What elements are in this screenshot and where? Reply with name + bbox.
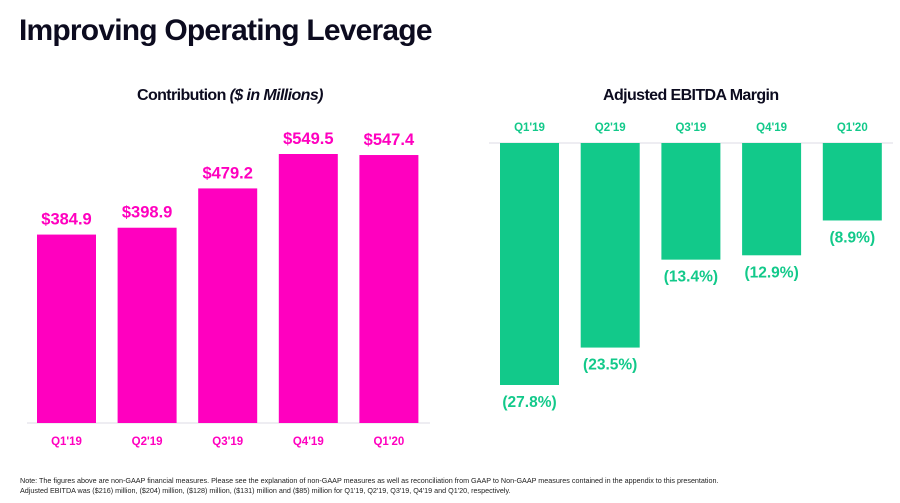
bar-Q1-20 [822,143,882,221]
x-tick-label: Q4'19 [293,436,324,448]
x-tick-label: Q2'19 [595,122,626,134]
contribution-chart-title: Contribution ($ in Millions) [137,87,323,105]
contribution-chart: $384.9 Q1'19 $398.9 Q2'19 $479.2 Q3'19 $549.5 Q… [27,130,430,448]
data-label: $549.5 [283,130,333,148]
page-title: Improving Operating Leverage [19,14,433,47]
data-label: (23.5%) [583,357,637,374]
x-tick-label: Q1'19 [514,122,545,134]
ebitda-margin-chart: (27.8%) Q1'19 (23.5%) Q2'19 (13.4%) Q3'19 (12.… [489,122,893,411]
bar-Q1-19 [37,234,96,423]
data-label: $398.9 [122,204,172,222]
x-tick-label: Q3'19 [212,436,243,448]
data-label: (8.9%) [829,229,875,246]
x-tick-label: Q1'19 [51,436,82,448]
data-label: (12.9%) [744,264,798,281]
data-label: $547.4 [364,131,415,149]
bar-Q2-19 [117,227,177,423]
x-tick-label: Q4'19 [756,122,787,134]
data-label: (27.8%) [502,394,556,411]
x-tick-label: Q1'20 [837,122,868,134]
x-tick-label: Q1'20 [373,436,404,448]
contribution-subtitle-text: ($ in Millions) [229,87,324,104]
bar-Q3-19 [661,143,721,260]
x-tick-label: Q3'19 [675,122,706,134]
ebitda-chart-title: Adjusted EBITDA Margin [603,87,779,104]
data-label: $479.2 [202,164,252,182]
bar-Q1-19 [500,143,559,385]
bar-Q1-20 [359,155,419,424]
bar-Q3-19 [198,188,258,423]
contribution-title-text: Contribution [137,87,226,104]
bar-Q4-19 [742,143,802,256]
bar-Q4-19 [278,154,338,423]
x-tick-label: Q2'19 [132,436,163,448]
bar-Q2-19 [580,143,640,348]
data-label: $384.9 [41,211,91,229]
data-label: (13.4%) [664,269,718,286]
footnote: Note: The figures above are non-GAAP fin… [20,476,719,496]
footnote-line-2: Adjusted EBITDA was ($216) million, ($20… [20,486,511,495]
footnote-line-1: Note: The figures above are non-GAAP fin… [20,476,719,485]
